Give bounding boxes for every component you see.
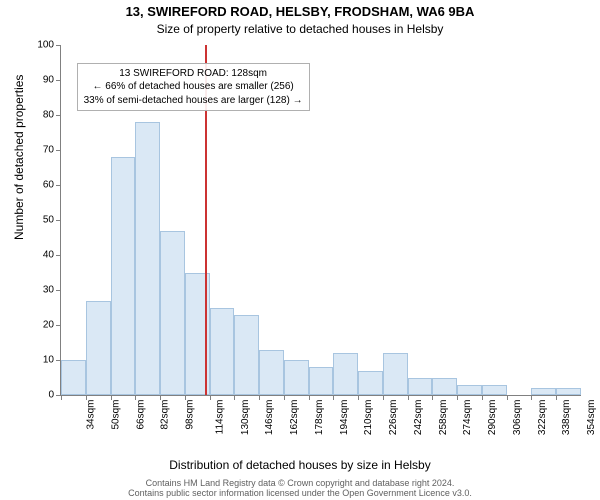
- histogram-plot: 010203040506070809010034sqm50sqm66sqm82s…: [60, 45, 581, 396]
- xtick-mark: [160, 395, 161, 400]
- xtick-mark: [259, 395, 260, 400]
- histogram-bar: [61, 360, 86, 395]
- xtick-label: 306sqm: [512, 400, 523, 436]
- xtick-label: 66sqm: [135, 400, 146, 430]
- ytick-mark: [56, 255, 61, 256]
- xtick-mark: [210, 395, 211, 400]
- histogram-bar: [383, 353, 408, 395]
- histogram-bar: [482, 385, 507, 396]
- xtick-label: 258sqm: [438, 400, 449, 436]
- xtick-label: 162sqm: [289, 400, 300, 436]
- xtick-mark: [482, 395, 483, 400]
- xtick-label: 354sqm: [586, 400, 597, 436]
- histogram-bar: [160, 231, 185, 396]
- xtick-label: 322sqm: [537, 400, 548, 436]
- ytick-label: 0: [26, 390, 54, 401]
- ytick-label: 100: [26, 40, 54, 51]
- x-axis-label: Distribution of detached houses by size …: [0, 458, 600, 472]
- xtick-mark: [309, 395, 310, 400]
- xtick-label: 274sqm: [463, 400, 474, 436]
- xtick-mark: [111, 395, 112, 400]
- xtick-label: 290sqm: [487, 400, 498, 436]
- xtick-mark: [507, 395, 508, 400]
- y-axis-label: Number of detached properties: [12, 75, 26, 240]
- xtick-mark: [61, 395, 62, 400]
- ytick-label: 50: [26, 215, 54, 226]
- xtick-mark: [457, 395, 458, 400]
- annotation-line: ← 66% of detached houses are smaller (25…: [84, 80, 303, 94]
- histogram-bar: [432, 378, 457, 396]
- ytick-label: 70: [26, 145, 54, 156]
- xtick-label: 210sqm: [363, 400, 374, 436]
- xtick-mark: [556, 395, 557, 400]
- histogram-bar: [210, 308, 235, 396]
- ytick-label: 10: [26, 355, 54, 366]
- histogram-bar: [556, 388, 581, 395]
- xtick-label: 226sqm: [388, 400, 399, 436]
- xtick-label: 34sqm: [86, 400, 97, 430]
- histogram-bar: [333, 353, 358, 395]
- ytick-label: 80: [26, 110, 54, 121]
- ytick-mark: [56, 325, 61, 326]
- xtick-mark: [531, 395, 532, 400]
- xtick-label: 82sqm: [160, 400, 171, 430]
- ytick-label: 40: [26, 250, 54, 261]
- histogram-bar: [284, 360, 309, 395]
- xtick-mark: [383, 395, 384, 400]
- xtick-label: 130sqm: [240, 400, 251, 436]
- annotation-line: 33% of semi-detached houses are larger (…: [84, 94, 303, 108]
- ytick-mark: [56, 185, 61, 186]
- xtick-mark: [185, 395, 186, 400]
- xtick-label: 50sqm: [110, 400, 121, 430]
- histogram-bar: [309, 367, 334, 395]
- ytick-label: 60: [26, 180, 54, 191]
- histogram-bar: [234, 315, 259, 396]
- page-title: 13, SWIREFORD ROAD, HELSBY, FRODSHAM, WA…: [0, 4, 600, 19]
- ytick-label: 30: [26, 285, 54, 296]
- xtick-mark: [135, 395, 136, 400]
- xtick-label: 146sqm: [264, 400, 275, 436]
- histogram-bar: [135, 122, 160, 395]
- xtick-mark: [86, 395, 87, 400]
- histogram-bar: [259, 350, 284, 396]
- xtick-label: 178sqm: [314, 400, 325, 436]
- xtick-mark: [284, 395, 285, 400]
- ytick-mark: [56, 150, 61, 151]
- histogram-bar: [111, 157, 136, 395]
- annotation-line: 13 SWIREFORD ROAD: 128sqm: [84, 67, 303, 81]
- ytick-mark: [56, 115, 61, 116]
- ytick-mark: [56, 80, 61, 81]
- ytick-mark: [56, 45, 61, 46]
- xtick-label: 194sqm: [339, 400, 350, 436]
- xtick-mark: [408, 395, 409, 400]
- annotation-box: 13 SWIREFORD ROAD: 128sqm← 66% of detach…: [77, 63, 310, 112]
- histogram-bar: [408, 378, 433, 396]
- histogram-bar: [531, 388, 556, 395]
- footnote: Contains HM Land Registry data © Crown c…: [0, 478, 600, 498]
- xtick-mark: [358, 395, 359, 400]
- xtick-label: 98sqm: [185, 400, 196, 430]
- ytick-mark: [56, 220, 61, 221]
- xtick-mark: [333, 395, 334, 400]
- histogram-bar: [457, 385, 482, 396]
- xtick-mark: [234, 395, 235, 400]
- histogram-bar: [358, 371, 383, 396]
- xtick-label: 242sqm: [413, 400, 424, 436]
- page-subtitle: Size of property relative to detached ho…: [0, 22, 600, 36]
- ytick-label: 20: [26, 320, 54, 331]
- ytick-label: 90: [26, 75, 54, 86]
- xtick-label: 114sqm: [214, 400, 225, 435]
- histogram-bar: [86, 301, 111, 396]
- xtick-label: 338sqm: [562, 400, 573, 436]
- xtick-mark: [432, 395, 433, 400]
- ytick-mark: [56, 290, 61, 291]
